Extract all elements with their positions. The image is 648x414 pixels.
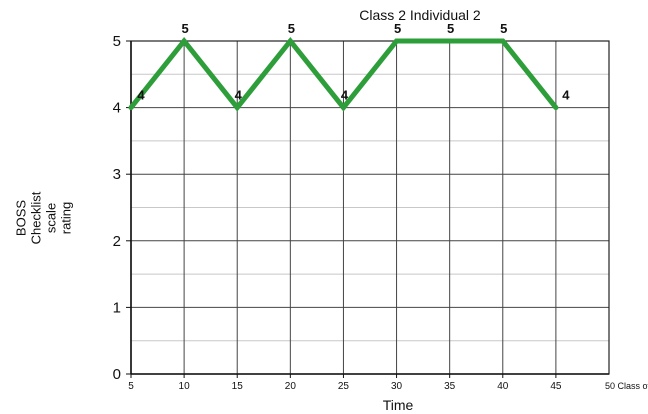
data-point [340,105,346,111]
data-point [287,38,293,44]
y-tick-labels: 0 1 2 3 4 5 [113,33,131,383]
y-axis-label-line: rating [59,202,74,235]
data-label: 4 [137,88,145,103]
x-tick-label: 5 [128,381,134,392]
x-tick-label: 35 [444,381,456,392]
y-tick-label: 0 [113,366,121,383]
y-tick-label: 4 [113,100,121,117]
y-axis-label-line: Checklist [29,191,44,244]
data-point [234,105,240,111]
data-point [181,38,187,44]
x-axis-label: Time [383,397,414,413]
data-point [394,38,400,44]
x-tick-label: 40 [497,381,509,392]
grid [131,40,609,374]
data-point [128,105,134,111]
data-label: 4 [562,88,570,103]
x-tick-label: 30 [391,381,403,392]
y-axis-label-line: BOSS [14,200,29,236]
y-tick-label: 5 [113,33,121,50]
series-layer [128,36,559,112]
x-tick-label: 15 [232,381,244,392]
y-axis-label-line: scale [44,203,59,233]
y-tick-label: 3 [113,166,121,183]
data-label: 5 [288,21,295,36]
x-tick-label: 10 [179,381,191,392]
data-label: 5 [181,21,188,36]
x-tick-label: 45 [550,381,562,392]
x-tick-label-class-over: 50 Class over [605,381,648,391]
data-point [500,38,506,44]
y-tick-label: 2 [113,233,121,250]
data-point [447,38,453,44]
data-labels: 4 5 4 5 4 5 5 5 4 [137,21,570,103]
chart-title: Class 2 Individual 2 [359,7,481,23]
axes [130,40,610,375]
x-tick-labels: 5 10 15 20 25 30 35 40 45 50 Class over [128,374,648,392]
x-tick-label: 20 [285,381,297,392]
data-label: 4 [341,88,349,103]
data-point [553,105,559,111]
data-label: 5 [394,21,401,36]
x-tick-label: 25 [338,381,350,392]
data-label: 5 [447,21,454,36]
y-axis-label-group: BOSS Checklist scale rating [14,191,74,244]
data-label: 4 [235,88,243,103]
data-label: 5 [500,21,507,36]
y-axis-label: BOSS Checklist scale rating [14,191,74,244]
y-tick-label: 1 [113,299,121,316]
